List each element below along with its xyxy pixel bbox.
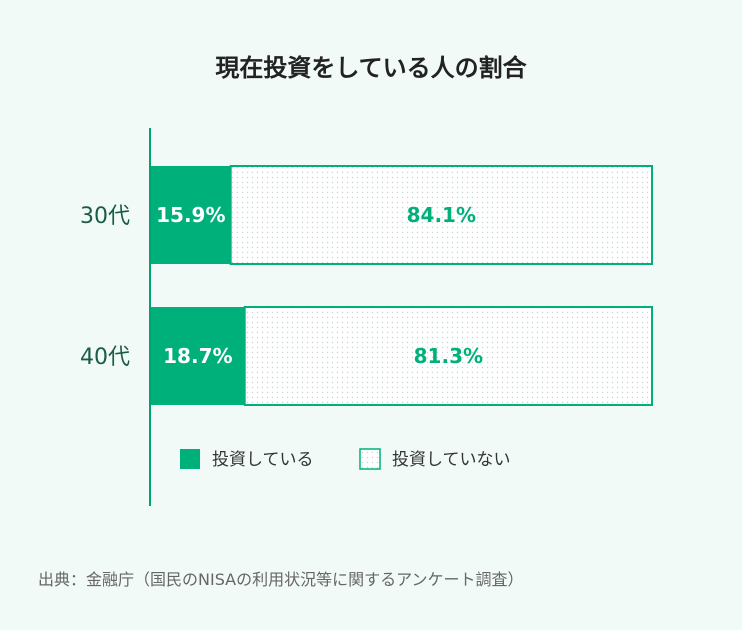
data-label: 81.3% bbox=[414, 344, 483, 368]
bar-invested bbox=[151, 166, 231, 264]
bar-invested bbox=[151, 307, 245, 405]
bar-not-invested bbox=[229, 165, 653, 265]
bars-group: 30代 15.9% 84.1% 40代 18.7% 81.3% bbox=[80, 165, 653, 406]
data-label: 15.9% bbox=[156, 203, 225, 227]
legend-label: 投資している bbox=[212, 450, 314, 470]
legend-label: 投資していない bbox=[392, 450, 511, 470]
category-label: 40代 bbox=[80, 345, 130, 370]
data-label: 84.1% bbox=[407, 203, 476, 227]
source-note: 出典：金融庁（国民のNISAの利用状況等に関するアンケート調査） bbox=[38, 570, 524, 589]
category-label: 30代 bbox=[80, 204, 130, 229]
legend-swatch bbox=[359, 448, 381, 470]
bar-not-invested bbox=[243, 306, 653, 406]
data-label: 18.7% bbox=[163, 344, 232, 368]
legend-swatch bbox=[180, 449, 200, 469]
legend: 投資している 投資していない bbox=[180, 448, 511, 470]
chart-title: 現在投資をしている人の割合 bbox=[215, 54, 527, 82]
